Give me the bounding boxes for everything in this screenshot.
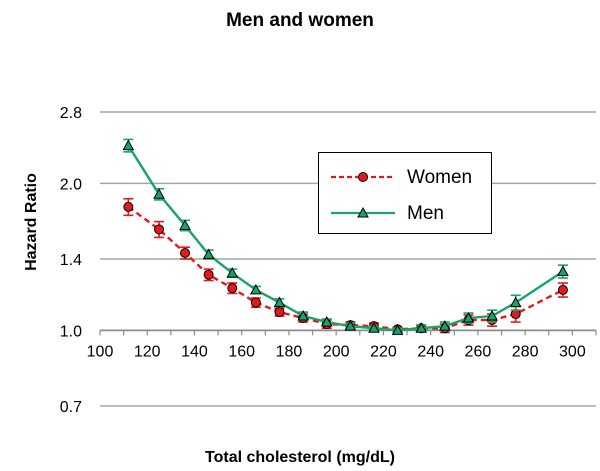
data-point-women	[180, 248, 191, 259]
data-point-men	[368, 322, 380, 333]
data-point-women	[250, 297, 261, 308]
data-point-women	[227, 283, 238, 294]
legend: Women Men	[318, 152, 492, 234]
data-point-men	[122, 139, 135, 151]
y-tick-label: 2.8	[60, 105, 82, 122]
x-tick-label: 100	[87, 343, 114, 360]
y-tick-label: 1.4	[60, 252, 82, 269]
data-point-men	[273, 296, 286, 308]
chart-title: Men and women	[226, 10, 374, 31]
legend-label-men: Men	[407, 203, 444, 224]
data-point-women	[123, 201, 134, 212]
legend-item-women: Women	[319, 165, 491, 189]
data-point-men	[415, 322, 428, 333]
x-tick-label: 160	[228, 343, 255, 360]
x-tick-label: 180	[276, 343, 303, 360]
series-men	[122, 138, 569, 335]
data-point-men	[344, 320, 357, 331]
data-point-men	[153, 188, 165, 199]
data-point-men	[391, 324, 404, 335]
legend-swatch-men	[331, 206, 395, 218]
data-point-men	[320, 316, 333, 327]
data-point-women	[203, 269, 214, 280]
data-point-men	[250, 283, 262, 295]
x-tick-label: 220	[370, 343, 397, 360]
data-point-men	[226, 267, 239, 278]
data-point-women	[557, 284, 568, 295]
x-tick-label: 240	[417, 343, 444, 360]
data-point-men	[297, 309, 309, 321]
data-point-women	[154, 224, 165, 235]
x-tick-label: 120	[134, 343, 161, 360]
data-point-men	[509, 296, 522, 308]
data-point-men	[557, 265, 569, 276]
data-point-men	[179, 219, 191, 230]
data-point-men	[438, 320, 451, 331]
x-tick-label: 280	[512, 343, 539, 360]
y-tick-label: 1.0	[60, 323, 82, 340]
data-point-men	[462, 311, 475, 323]
y-tick-label: 2.0	[60, 176, 82, 193]
x-tick-label: 200	[323, 343, 350, 360]
data-point-men	[486, 309, 498, 321]
legend-swatch-women	[331, 172, 395, 182]
y-axis-title: Hazard Ratio	[23, 173, 40, 271]
legend-label-women: Women	[407, 167, 473, 188]
x-tick-label: 260	[465, 343, 492, 360]
legend-item-men: Men	[319, 201, 491, 225]
y-tick-label: 0.7	[60, 399, 82, 416]
data-point-women	[274, 307, 285, 318]
x-tick-label: 300	[559, 343, 586, 360]
x-tick-label: 140	[181, 343, 208, 360]
data-point-men	[202, 248, 215, 260]
x-axis-title: Total cholesterol (mg/dL)	[205, 449, 395, 466]
